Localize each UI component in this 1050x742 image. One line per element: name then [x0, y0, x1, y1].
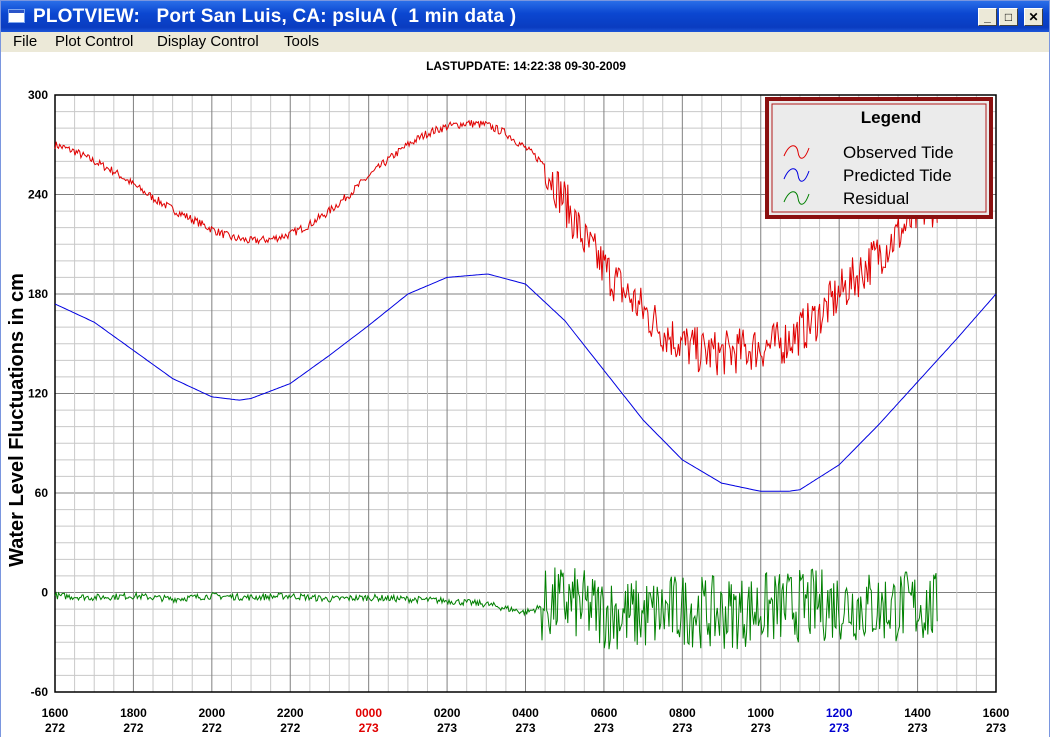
x-tick-time-label: 0600 [591, 706, 618, 720]
x-tick-day-label: 272 [280, 721, 300, 735]
close-button[interactable]: ✕ [1024, 8, 1043, 26]
x-tick-day-label: 273 [672, 721, 692, 735]
x-tick-time-label: 1600 [983, 706, 1010, 720]
x-tick-time-label: 2000 [198, 706, 225, 720]
x-tick-day-label: 272 [202, 721, 222, 735]
legend-label: Residual [843, 189, 909, 208]
x-tick-time-label: 0800 [669, 706, 696, 720]
y-tick-label: 300 [28, 88, 48, 102]
x-tick-time-label: 1000 [747, 706, 774, 720]
x-tick-time-label: 0000 [355, 706, 382, 720]
minimize-button[interactable]: _ [978, 8, 997, 26]
legend-swatch [783, 168, 810, 182]
last-update-label: LASTUPDATE: 14:22:38 09-30-2009 [426, 59, 626, 73]
tide-chart: LASTUPDATE: 14:22:38 09-30-2009 300 240 18… [6, 59, 1010, 735]
x-tick-day-label: 273 [515, 721, 535, 735]
plot-canvas: LASTUPDATE: 14:22:38 09-30-2009 300 240 18… [1, 52, 1049, 737]
series-line-residual [54, 567, 938, 650]
legend-swatch [783, 191, 810, 205]
legend: Legend Observed Tide Predicted Tide Residu… [765, 97, 993, 219]
x-tick-time-label: 1400 [904, 706, 931, 720]
y-axis-label: Water Level Fluctuations in cm [6, 273, 28, 567]
x-tick-time-label: 0200 [434, 706, 461, 720]
y-tick-label: 120 [28, 387, 48, 401]
y-tick-label: 240 [28, 188, 48, 202]
x-tick-day-label: 273 [751, 721, 771, 735]
x-tick-time-label: 1200 [826, 706, 853, 720]
legend-swatch [783, 145, 810, 159]
legend-inner-border [771, 103, 987, 213]
menu-bar: File Plot Control Display Control Tools [1, 32, 1049, 52]
x-tick-day-label: 273 [437, 721, 457, 735]
x-tick-day-label: 273 [829, 721, 849, 735]
x-tick-time-label: 1600 [42, 706, 69, 720]
y-axis-ticks: 300 240 180 120 60 0 -60 [28, 88, 48, 699]
x-tick-day-label: 273 [359, 721, 379, 735]
series-layer [54, 119, 997, 650]
menu-file[interactable]: File [13, 33, 38, 50]
app-window-icon [8, 9, 25, 23]
x-tick-day-label: 272 [123, 721, 143, 735]
chart-grid [54, 94, 997, 693]
y-tick-label: 60 [35, 486, 49, 500]
x-tick-day-label: 273 [594, 721, 614, 735]
x-tick-day-label: 273 [986, 721, 1006, 735]
x-axis-ticks: 1600272180027220002722200272000027302002… [42, 706, 1010, 735]
menu-tools[interactable]: Tools [284, 33, 320, 50]
legend-title: Legend [861, 108, 921, 127]
x-tick-time-label: 0400 [512, 706, 539, 720]
y-tick-label: 180 [28, 287, 48, 301]
legend-label: Observed Tide [843, 143, 954, 162]
plot-frame [54, 94, 997, 693]
menu-display-control[interactable]: Display Control [157, 33, 259, 50]
series-line-observed-tide [54, 119, 938, 376]
legend-label: Predicted Tide [843, 166, 952, 185]
menu-plot-control[interactable]: Plot Control [55, 33, 134, 50]
x-tick-day-label: 273 [908, 721, 928, 735]
window-title: PLOTVIEW: Port San Luis, CA: psluA ( 1 m… [33, 6, 517, 27]
title-bar[interactable]: PLOTVIEW: Port San Luis, CA: psluA ( 1 m… [1, 1, 1049, 32]
maximize-button[interactable]: □ [999, 8, 1018, 26]
legend-box [765, 97, 993, 219]
series-line-predicted-tide [54, 273, 997, 492]
x-tick-day-label: 272 [45, 721, 65, 735]
y-tick-label: 0 [41, 586, 48, 600]
x-tick-time-label: 1800 [120, 706, 147, 720]
x-tick-time-label: 2200 [277, 706, 304, 720]
y-tick-label: -60 [31, 685, 49, 699]
